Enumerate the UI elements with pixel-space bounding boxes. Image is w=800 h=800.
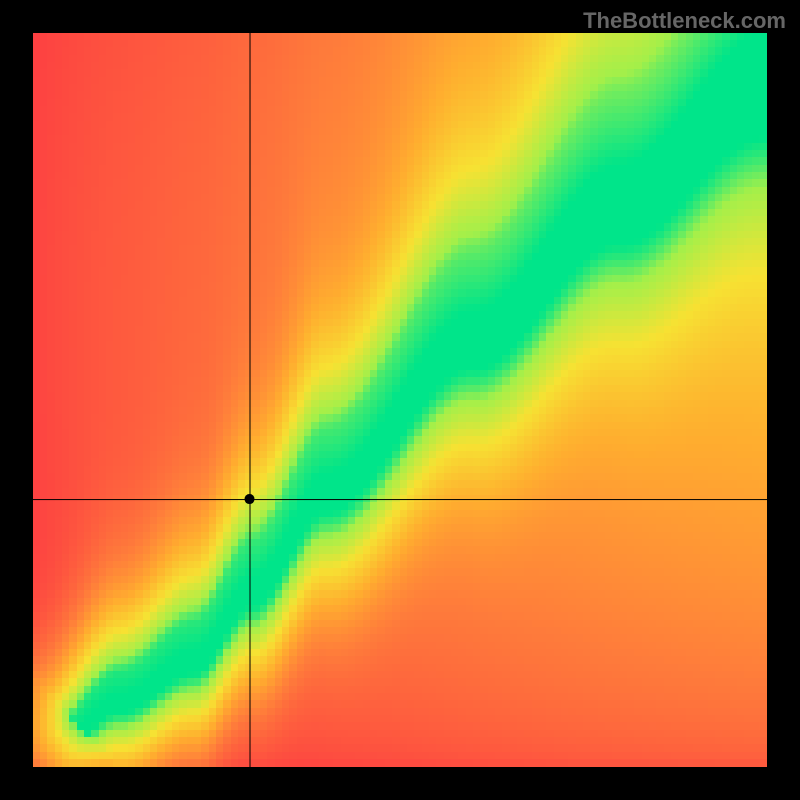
heatmap-canvas: [33, 33, 767, 767]
watermark-text: TheBottleneck.com: [583, 8, 786, 34]
heatmap-plot: [33, 33, 767, 767]
chart-container: TheBottleneck.com: [0, 0, 800, 800]
